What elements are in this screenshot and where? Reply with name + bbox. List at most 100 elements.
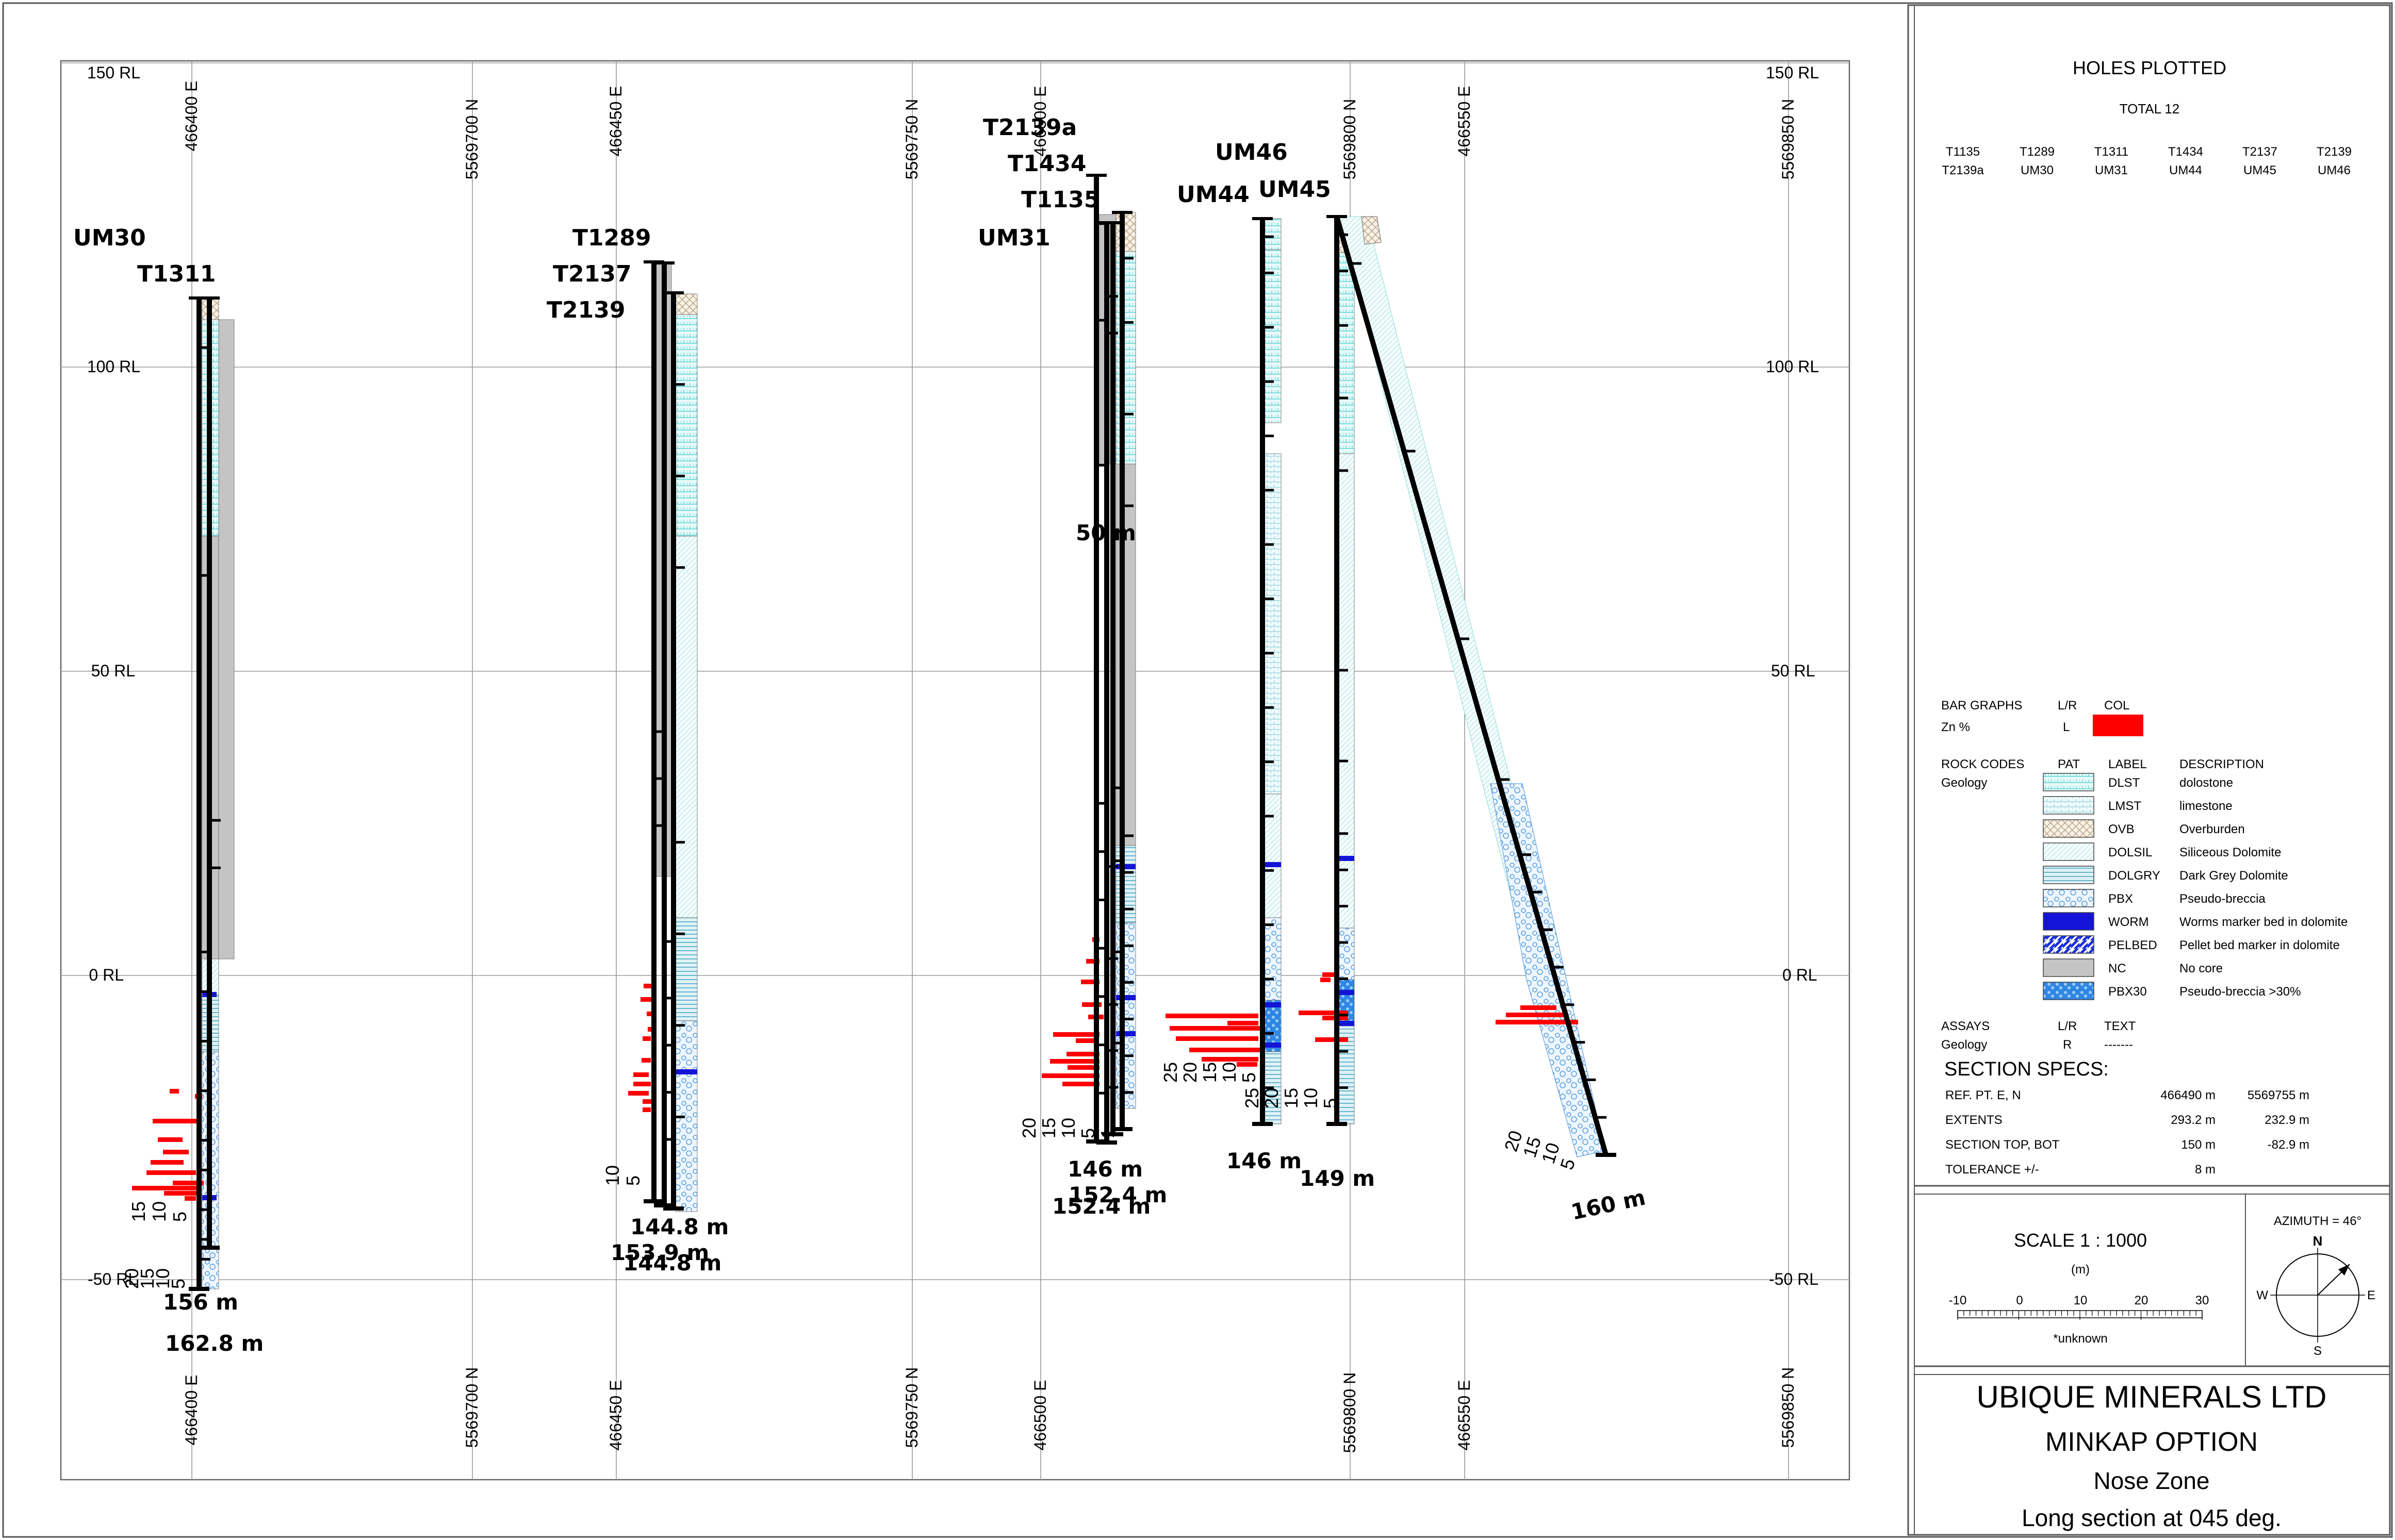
hole-labels: UM30 T1311 T1289 T2137 T2139 T2139a T143… xyxy=(73,114,1331,323)
zn-bar-graphs xyxy=(132,937,1578,1201)
hole-label: T1311 xyxy=(137,261,216,287)
rl-labels: 150 RL 150 RL 100 RL 100 RL 50 RL 50 RL … xyxy=(87,63,1819,1288)
assays-text-header: TEXT xyxy=(2104,1019,2136,1033)
zn-bar xyxy=(1082,1002,1102,1007)
legend-swatch-pbx30 xyxy=(2043,982,2094,1000)
zn-bar xyxy=(1050,1059,1100,1064)
rock-codes-pat-header: PAT xyxy=(2058,757,2080,771)
worm-marker xyxy=(1116,995,1136,1000)
project-name: MINKAP OPTION xyxy=(2045,1427,2258,1457)
worm-marker xyxy=(1116,864,1136,869)
depth-label: 152.4 m xyxy=(1069,1182,1167,1207)
hole-label: UM46 xyxy=(1215,139,1288,165)
easting-label-bottom: 466500 E xyxy=(1031,1380,1049,1450)
legend-desc: Overburden xyxy=(2179,822,2245,836)
holes-plotted-total: TOTAL 12 xyxy=(2120,101,2180,117)
bar-tick: 5 xyxy=(622,1175,644,1186)
worm-marker xyxy=(1337,1021,1354,1026)
spec-label: REF. PT. E, N xyxy=(1945,1088,2021,1102)
northing-label-top: 5569800 N xyxy=(1340,99,1359,180)
spec-label: EXTENTS xyxy=(1945,1113,2003,1127)
hole-label: T2139 xyxy=(547,297,625,323)
zn-bar xyxy=(643,1107,651,1112)
rl-label-right: 100 RL xyxy=(1766,357,1819,376)
zn-bar xyxy=(1170,1026,1262,1031)
bar-graphs-item: Zn % xyxy=(1941,720,1970,734)
zn-bar xyxy=(1322,972,1338,977)
hole-id: UM30 xyxy=(2021,163,2054,177)
worm-marker xyxy=(1337,990,1354,995)
bar-tick: 10 xyxy=(1300,1088,1321,1108)
easting-label-top: 466450 E xyxy=(606,86,625,156)
zn-bar xyxy=(173,1181,204,1185)
scale-title: SCALE 1 : 1000 xyxy=(2014,1230,2147,1251)
zn-bar xyxy=(1053,1032,1100,1037)
easting-label-top: 466500 E xyxy=(1031,86,1049,156)
legend-label: DLST xyxy=(2108,776,2140,790)
legend-swatch-pbx xyxy=(2043,889,2094,907)
zn-bar xyxy=(1062,1082,1100,1086)
scale-tick: 0 xyxy=(2016,1294,2023,1307)
spec-value: 8 m xyxy=(2195,1163,2216,1177)
bar-graphs-header: BAR GRAPHS xyxy=(1941,699,2022,713)
spec-value: 466490 m xyxy=(2160,1088,2216,1102)
lithology-interval xyxy=(675,536,698,918)
worm-marker xyxy=(1116,1031,1136,1036)
bar-tick: 5 xyxy=(1238,1072,1259,1083)
legend-label: PELBED xyxy=(2108,938,2157,952)
title-block: UBIQUE MINERALS LTD MINKAP OPTION Nose Z… xyxy=(1976,1380,2326,1531)
hole-id: UM31 xyxy=(2095,163,2128,177)
zn-bar xyxy=(1067,1052,1100,1056)
hole-id: T1434 xyxy=(2168,145,2203,159)
hole-id: UM44 xyxy=(2169,163,2202,177)
legend-desc: limestone xyxy=(2179,799,2233,813)
depth-label: 50 m xyxy=(1076,520,1136,545)
bar-tick: 20 xyxy=(1179,1062,1201,1083)
legend-label: DOLSIL xyxy=(2108,846,2152,859)
zone-name: Nose Zone xyxy=(2093,1467,2209,1494)
spec-value: 293.2 m xyxy=(2171,1113,2216,1127)
hole-id: UM46 xyxy=(2318,163,2351,177)
inclined-ovb-interval xyxy=(1361,216,1382,245)
hole-label: T1135 xyxy=(1021,187,1100,213)
zn-bar xyxy=(642,1058,651,1063)
legend-swatch-dolsil xyxy=(2043,842,2094,861)
zn-bar xyxy=(644,984,654,988)
legend-desc: Pseudo-breccia xyxy=(2179,892,2266,906)
worm-marker xyxy=(676,1069,697,1074)
depth-label: 146 m xyxy=(1068,1156,1143,1182)
legend-swatch-dlst xyxy=(2043,773,2094,791)
rl-label-left: 0 RL xyxy=(89,966,124,984)
assays-sub: Geology xyxy=(1941,1038,1987,1052)
spec-value: 150 m xyxy=(2181,1138,2216,1152)
legend-desc: dolostone xyxy=(2179,776,2233,790)
hole-label: T2139a xyxy=(983,114,1077,141)
coordinate-labels: 466400 E 466400 E 466450 E 466450 E 4665… xyxy=(182,80,1797,1453)
easting-label-bottom: 466550 E xyxy=(1455,1380,1473,1450)
company-name: UBIQUE MINERALS LTD xyxy=(1976,1380,2326,1414)
section-grid xyxy=(61,61,1849,1480)
northing-label-bottom: 5569850 N xyxy=(1779,1367,1797,1448)
hole-id: T1135 xyxy=(1946,145,1980,159)
bar-color-swatch xyxy=(2093,715,2143,736)
lithology-interval xyxy=(1263,249,1282,423)
scale-tick: 10 xyxy=(2074,1294,2088,1307)
hole-label: UM45 xyxy=(1258,176,1331,203)
worm-marker xyxy=(1264,862,1281,867)
assays-text: ------- xyxy=(2104,1038,2133,1052)
holes-plotted-title: HOLES PLOTTED xyxy=(2073,57,2226,78)
hole-label: T2137 xyxy=(553,261,631,287)
hole-id: T1289 xyxy=(2020,145,2055,159)
rl-label-right: 50 RL xyxy=(1771,661,1815,680)
lithology-interval xyxy=(1336,1025,1355,1124)
lithology-interval xyxy=(1263,793,1282,918)
lithology-interval xyxy=(1116,251,1136,465)
bar-tick: 20 xyxy=(121,1268,142,1289)
zn-bar xyxy=(164,1191,201,1196)
bar-graphs-lr-header: L/R xyxy=(2058,699,2077,713)
zn-bar xyxy=(1237,1062,1257,1067)
zn-bar xyxy=(1227,1021,1258,1025)
zn-bar xyxy=(170,1089,179,1094)
spec-value: 232.9 m xyxy=(2265,1113,2309,1127)
zn-bar xyxy=(1042,1073,1100,1078)
